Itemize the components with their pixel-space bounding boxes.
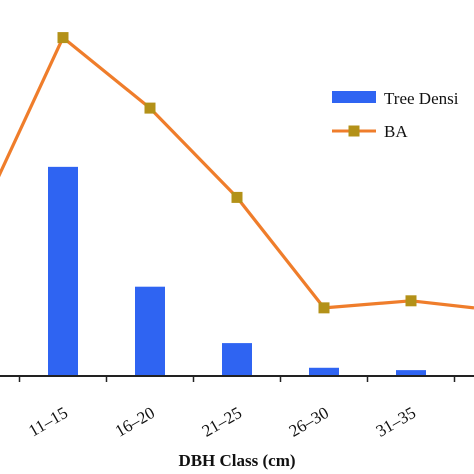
bar-16–20: [135, 286, 165, 376]
legend: Tree Densi BA: [332, 89, 459, 141]
x-tick-label: 21–25: [199, 403, 245, 441]
x-tick-label: 26–30: [286, 403, 332, 441]
x-ticks: [18, 376, 456, 382]
bars-layer: [48, 166, 426, 376]
x-tick-label: 16–20: [112, 403, 158, 441]
bar-31–35: [396, 370, 426, 376]
x-tick-label: 31–35: [373, 403, 419, 441]
x-axis-title: DBH Class (cm): [178, 451, 295, 470]
bar-11–15: [48, 166, 78, 376]
legend-line-label: BA: [384, 122, 408, 141]
ba-marker-26–30: [318, 302, 330, 314]
bar-21–25: [222, 343, 252, 376]
x-tick-label: 11–15: [25, 403, 71, 440]
ba-marker-11–15: [57, 32, 69, 44]
legend-bar-label: Tree Densi: [384, 89, 459, 108]
ba-marker-16–20: [144, 102, 156, 114]
ba-marker-31–35: [405, 295, 417, 307]
bar-26–30: [309, 367, 339, 376]
line-layer: [0, 32, 474, 314]
legend-marker-swatch: [348, 125, 360, 137]
legend-bar-swatch: [332, 91, 376, 103]
ba-marker-21–25: [231, 191, 243, 203]
